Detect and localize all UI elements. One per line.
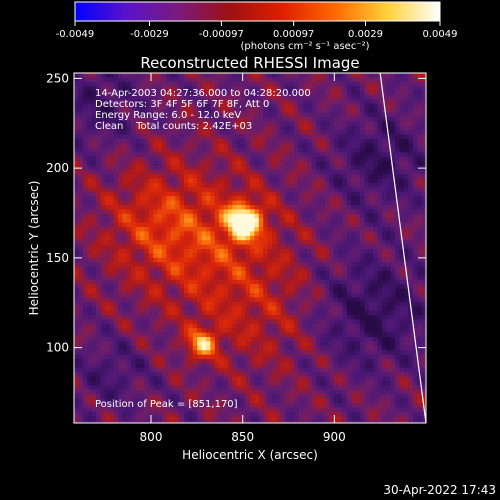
info-clean-counts: Clean Total counts: 2.42E+03 bbox=[95, 121, 252, 132]
y-axis-label: Heliocentric Y (arcsec) bbox=[27, 181, 41, 316]
colorbar-gradient bbox=[74, 1, 441, 22]
info-time-range: 14-Apr-2003 04:27:36.000 to 04:28:20.000 bbox=[95, 88, 311, 99]
solar-limb-line bbox=[379, 72, 427, 424]
colorbar-tick-label: 0.00097 bbox=[273, 29, 314, 40]
chart-title: Reconstructed RHESSI Image bbox=[140, 54, 359, 72]
info-detectors: Detectors: 3F 4F 5F 6F 7F 8F, Att 0 bbox=[95, 99, 269, 110]
x-axis: 800 850 900 bbox=[140, 73, 346, 444]
y-axis: 100 150 200 250 bbox=[46, 71, 426, 355]
info-energy-range: Energy Range: 6.0 - 12.0 keV bbox=[95, 110, 241, 121]
colorbar-tick-label: 0.0049 bbox=[423, 29, 458, 40]
x-tick-label: 800 bbox=[140, 430, 163, 444]
observation-info: 14-Apr-2003 04:27:36.000 to 04:28:20.000… bbox=[95, 88, 311, 132]
heatmap-image bbox=[74, 73, 426, 423]
x-tick-label: 900 bbox=[323, 430, 346, 444]
y-tick-label: 250 bbox=[46, 71, 69, 85]
plot-frame bbox=[73, 72, 427, 424]
peak-position-text: Position of Peak = [851,170] bbox=[95, 399, 238, 410]
y-tick-label: 100 bbox=[46, 341, 69, 355]
footer-timestamp: 30-Apr-2022 17:43 bbox=[383, 483, 496, 497]
x-axis-label: Heliocentric X (arcsec) bbox=[182, 448, 318, 462]
colorbar: -0.0049 -0.0029 -0.00097 0.00097 0.0029 0.004… bbox=[56, 1, 458, 52]
x-tick-label: 850 bbox=[231, 430, 254, 444]
colorbar-unit-label: (photons cm⁻² s⁻¹ asec⁻²) bbox=[240, 41, 369, 52]
colorbar-tick-label: -0.0029 bbox=[130, 29, 169, 40]
y-tick-label: 200 bbox=[46, 161, 69, 175]
y-tick-label: 150 bbox=[46, 251, 69, 265]
colorbar-tick-label: 0.0029 bbox=[348, 29, 383, 40]
colorbar-tick-label: -0.0049 bbox=[56, 29, 95, 40]
colorbar-tick-label: -0.00097 bbox=[199, 29, 244, 40]
